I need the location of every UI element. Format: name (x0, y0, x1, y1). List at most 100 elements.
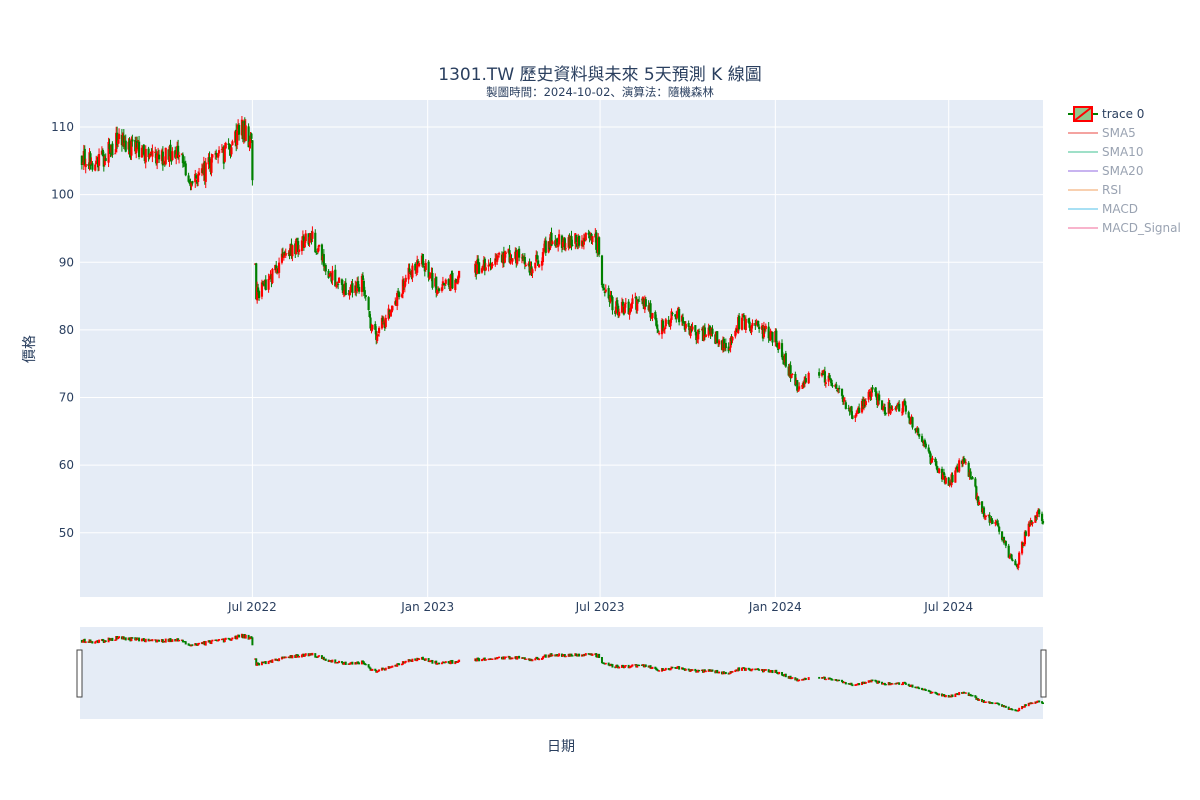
candle-down[interactable] (951, 474, 954, 483)
candle-up[interactable] (751, 322, 754, 326)
legend-item-macd-signal[interactable]: MACD_Signal (1068, 221, 1181, 235)
candle-down[interactable] (716, 331, 719, 343)
candle-down[interactable] (898, 403, 901, 412)
candle-down[interactable] (195, 175, 198, 178)
candle-up[interactable] (854, 415, 857, 419)
candle-down[interactable] (363, 290, 366, 295)
candle-down[interactable] (414, 263, 417, 271)
candle-up[interactable] (404, 277, 407, 282)
candle-up[interactable] (197, 172, 201, 175)
candle-up[interactable] (791, 374, 794, 375)
candle-up[interactable] (248, 141, 251, 146)
candle-up[interactable] (609, 295, 612, 302)
candle-down[interactable] (83, 148, 86, 166)
candle-up[interactable] (676, 311, 679, 318)
candle-up[interactable] (456, 282, 459, 284)
candle-up[interactable] (210, 158, 213, 173)
candle-down[interactable] (177, 145, 180, 159)
candle-up[interactable] (691, 326, 694, 330)
candle-down[interactable] (918, 433, 921, 437)
candle-up[interactable] (458, 270, 461, 278)
candle-down[interactable] (617, 305, 620, 316)
legend-item-trace-0[interactable]: trace 0 (1068, 106, 1144, 122)
candle-down[interactable] (427, 261, 430, 278)
candle-down[interactable] (831, 385, 834, 387)
candle-down[interactable] (711, 328, 714, 334)
candle-down[interactable] (560, 235, 564, 248)
candle-up[interactable] (135, 142, 138, 154)
candle-down[interactable] (621, 301, 625, 306)
candle-up[interactable] (90, 161, 93, 165)
candle-down[interactable] (975, 486, 978, 500)
candle-up[interactable] (95, 160, 98, 165)
candle-up[interactable] (909, 420, 912, 424)
candle-down[interactable] (722, 338, 726, 349)
candle-up[interactable] (591, 236, 594, 243)
candle-down[interactable] (324, 264, 327, 272)
candle-up[interactable] (416, 260, 419, 273)
legend-item-macd[interactable]: MACD (1068, 202, 1138, 216)
candle-down[interactable] (874, 388, 877, 392)
candle-down[interactable] (183, 161, 186, 163)
candle-down[interactable] (977, 496, 980, 506)
candle-down[interactable] (80, 155, 84, 165)
candle-down[interactable] (247, 126, 250, 148)
candle-up[interactable] (941, 472, 945, 480)
candle-down[interactable] (1007, 545, 1010, 558)
candle-down[interactable] (780, 343, 784, 358)
candle-down[interactable] (598, 237, 601, 255)
candle-down[interactable] (536, 255, 539, 260)
candle-down[interactable] (537, 260, 540, 266)
candle-up[interactable] (277, 262, 281, 273)
candle-up[interactable] (650, 317, 653, 319)
candle-up[interactable] (801, 383, 805, 387)
candle-down[interactable] (657, 330, 660, 333)
candle-down[interactable] (835, 384, 838, 389)
candle-up[interactable] (958, 460, 961, 472)
candle-down[interactable] (742, 315, 746, 318)
candle-up[interactable] (457, 276, 460, 283)
candle-up[interactable] (197, 174, 200, 182)
candle-up[interactable] (94, 164, 97, 171)
candle-down[interactable] (157, 154, 161, 160)
candle-down[interactable] (351, 283, 354, 294)
candle-up[interactable] (249, 135, 252, 143)
candle-down[interactable] (1004, 541, 1007, 546)
candle-up[interactable] (317, 244, 321, 247)
candle-up[interactable] (827, 375, 830, 382)
candle-up[interactable] (304, 233, 307, 242)
candle-up[interactable] (217, 150, 221, 154)
candle-up[interactable] (177, 155, 181, 157)
candle-up[interactable] (623, 303, 626, 313)
candle-up[interactable] (1034, 515, 1037, 523)
candle-down[interactable] (477, 258, 480, 264)
candle-up[interactable] (149, 153, 152, 155)
candle-up[interactable] (1023, 531, 1027, 545)
candle-up[interactable] (669, 319, 672, 327)
candle-down[interactable] (169, 144, 172, 157)
candle-up[interactable] (944, 477, 947, 484)
candle-down[interactable] (830, 379, 833, 386)
candle-up[interactable] (376, 335, 379, 341)
candle-down[interactable] (374, 323, 377, 330)
candle-down[interactable] (771, 331, 774, 343)
candle-up[interactable] (807, 372, 810, 384)
candle-up[interactable] (931, 458, 934, 460)
candle-up[interactable] (901, 401, 905, 413)
candle-up[interactable] (476, 259, 479, 274)
candle-up[interactable] (231, 141, 234, 146)
candle-down[interactable] (188, 181, 191, 184)
candle-down[interactable] (794, 373, 797, 386)
candle-up[interactable] (148, 154, 151, 158)
candle-up[interactable] (380, 317, 384, 329)
candle-down[interactable] (147, 148, 150, 158)
candle-down[interactable] (747, 318, 750, 323)
candle-up[interactable] (541, 252, 545, 263)
candle-up[interactable] (436, 289, 439, 295)
candle-down[interactable] (789, 365, 792, 379)
candle-down[interactable] (340, 279, 344, 285)
candle-up[interactable] (349, 286, 352, 293)
candle-up[interactable] (217, 153, 220, 158)
candle-up[interactable] (497, 255, 500, 257)
candle-up[interactable] (300, 240, 304, 252)
